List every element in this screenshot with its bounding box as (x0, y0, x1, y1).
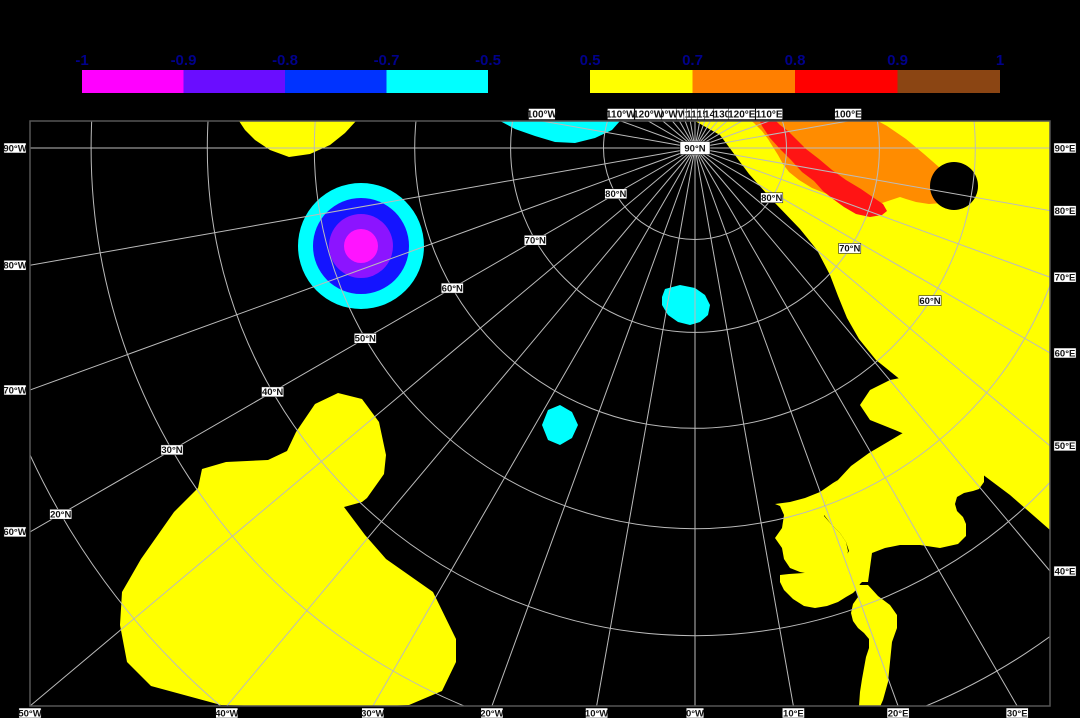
svg-text:0.7: 0.7 (682, 52, 703, 69)
svg-text:30°E: 30°E (1007, 708, 1028, 718)
svg-text:0°W: 0°W (686, 708, 704, 718)
svg-text:100°E: 100°E (834, 109, 862, 120)
svg-text:20°E: 20°E (888, 708, 909, 718)
svg-text:90°E: 90°E (1055, 143, 1076, 154)
svg-text:10°E: 10°E (783, 708, 804, 718)
svg-text:120°W: 120°W (633, 109, 664, 120)
svg-text:70°N: 70°N (525, 236, 546, 247)
svg-text:90°N: 90°N (684, 143, 705, 154)
svg-text:10°W: 10°W (585, 708, 608, 718)
svg-text:80°N: 80°N (761, 193, 782, 204)
svg-text:120°E: 120°E (728, 109, 756, 120)
svg-text:70°W: 70°W (3, 385, 26, 396)
svg-text:80°E: 80°E (1055, 206, 1076, 217)
svg-text:-0.5: -0.5 (475, 52, 501, 69)
svg-text:80°W: 80°W (3, 261, 26, 272)
svg-text:0.8: 0.8 (785, 52, 806, 69)
svg-text:20°W: 20°W (480, 708, 503, 718)
svg-text:40°E: 40°E (1055, 566, 1076, 577)
svg-text:0.9: 0.9 (887, 52, 908, 69)
svg-text:0.5: 0.5 (580, 52, 601, 69)
svg-text:60°W: 60°W (3, 527, 26, 538)
svg-text:60°E: 60°E (1055, 348, 1076, 359)
svg-text:110°E: 110°E (756, 109, 783, 120)
svg-text:30°W: 30°W (361, 708, 384, 718)
svg-text:50°W: 50°W (18, 708, 41, 718)
svg-text:-0.8: -0.8 (272, 52, 298, 69)
svg-text:40°N: 40°N (262, 387, 283, 398)
svg-text:50°N: 50°N (355, 334, 376, 345)
svg-text:100°W: 100°W (527, 109, 558, 120)
svg-text:40°W: 40°W (215, 708, 238, 718)
svg-text:110°W: 110°W (606, 109, 636, 120)
svg-text:80°N: 80°N (605, 189, 626, 200)
svg-text:-1: -1 (75, 52, 88, 69)
svg-text:-0.7: -0.7 (374, 52, 400, 69)
svg-text:50°E: 50°E (1055, 441, 1076, 452)
svg-text:-0.9: -0.9 (171, 52, 197, 69)
svg-text:60°N: 60°N (442, 283, 463, 294)
svg-text:30°N: 30°N (161, 445, 182, 456)
svg-text:20°N: 20°N (50, 510, 71, 521)
svg-text:90°W: 90°W (3, 143, 26, 154)
svg-text:70°N: 70°N (839, 244, 860, 255)
svg-text:60°N: 60°N (919, 296, 940, 307)
svg-text:1: 1 (996, 52, 1004, 69)
svg-text:70°E: 70°E (1055, 273, 1076, 284)
